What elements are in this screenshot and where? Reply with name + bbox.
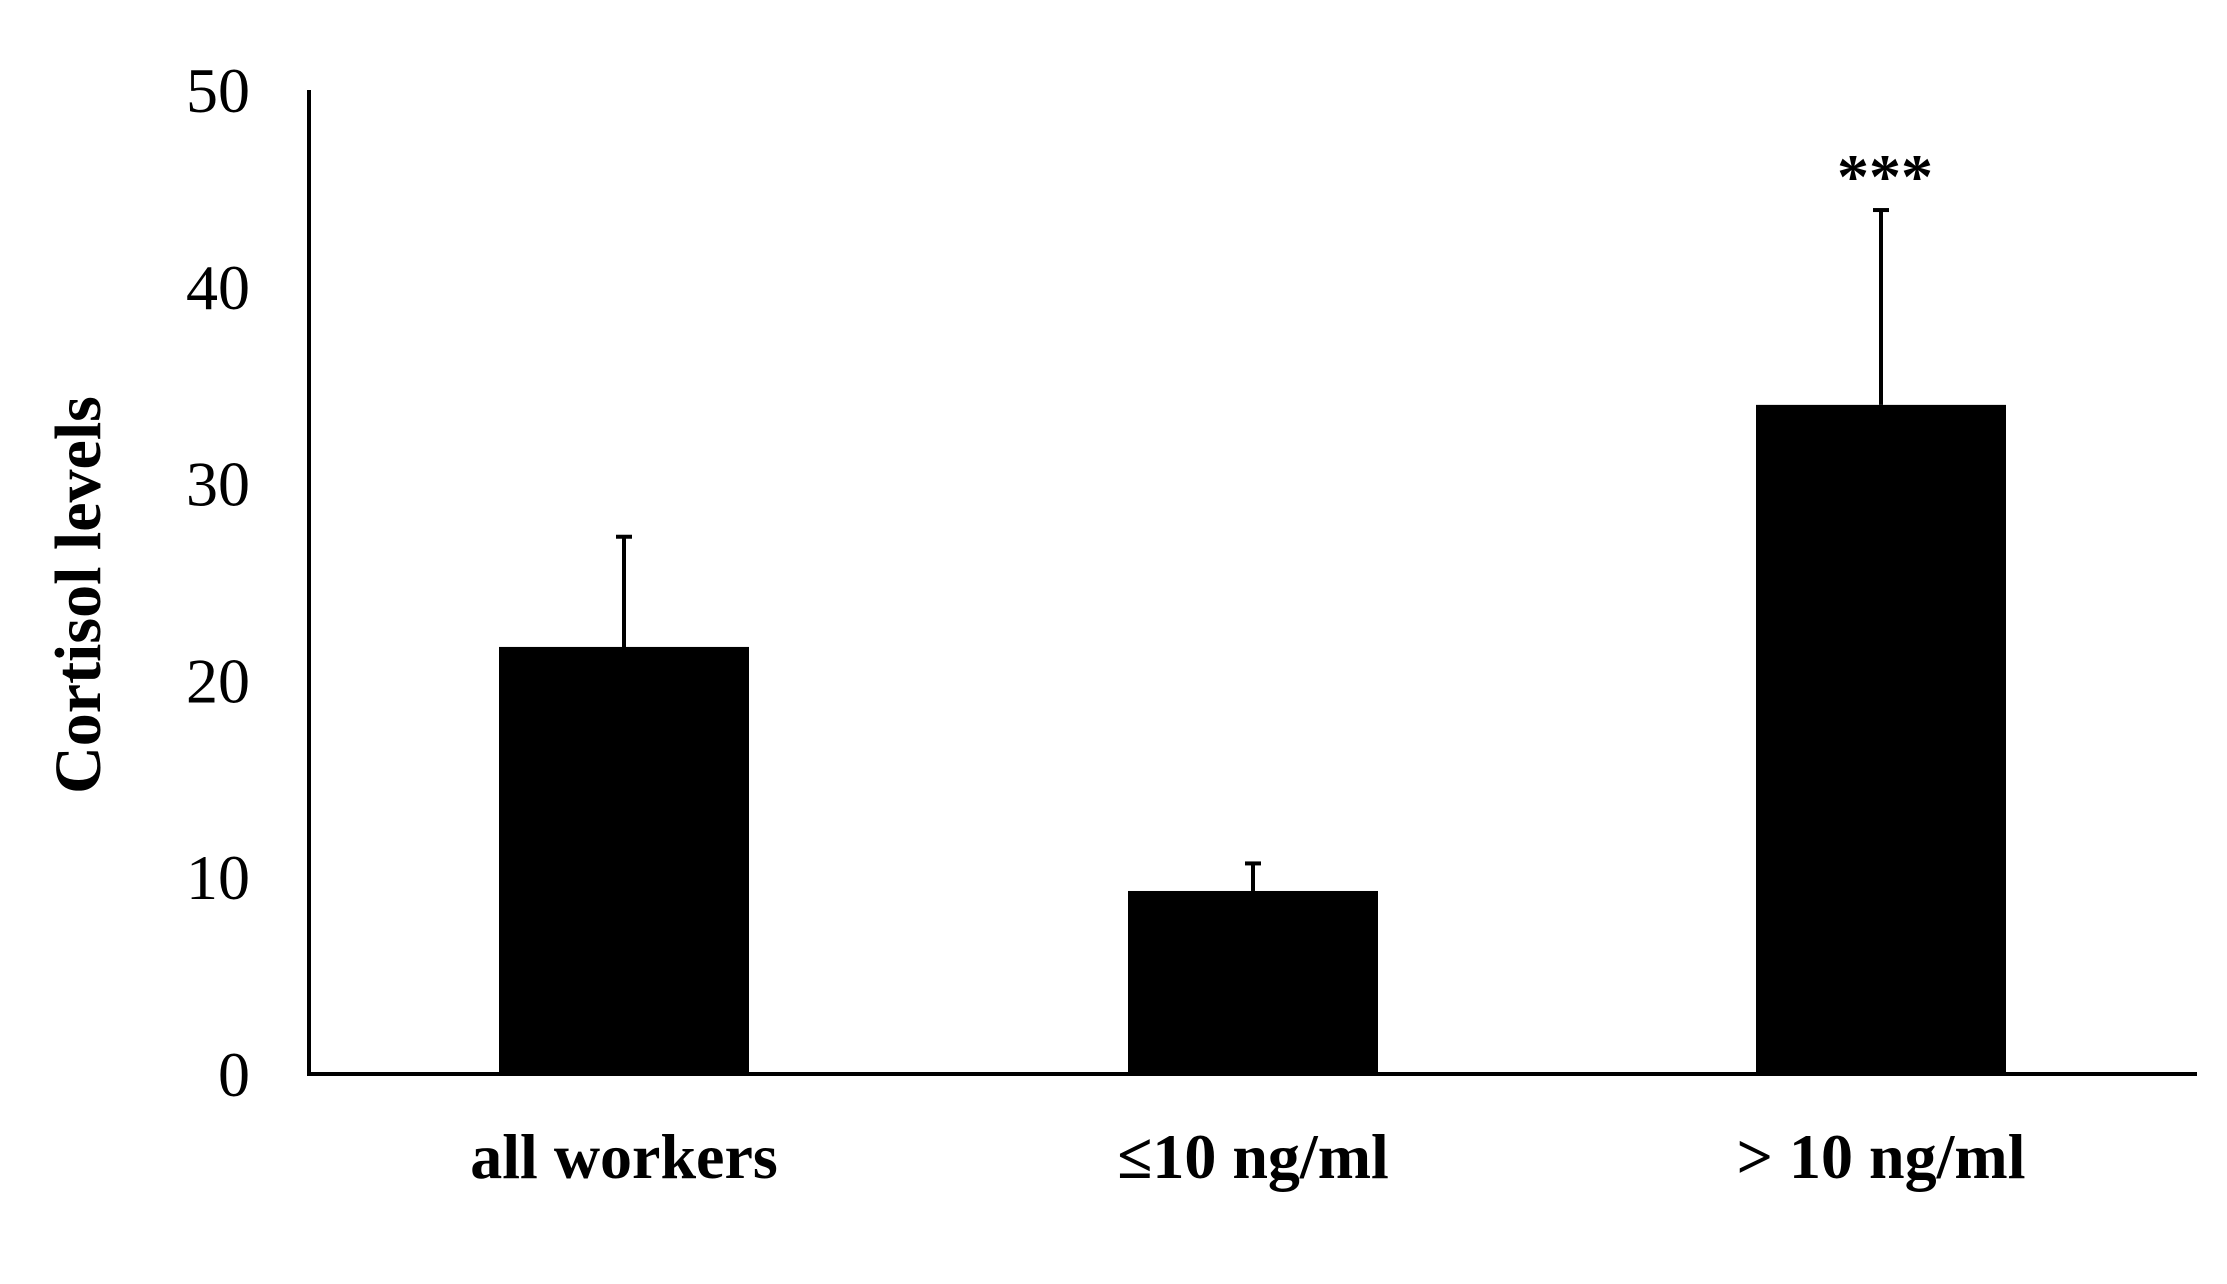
axes-group bbox=[307, 90, 2197, 1076]
x-category-labels: all workers ≤10 ng/ml > 10 ng/ml bbox=[470, 1121, 2025, 1192]
error-bar bbox=[616, 534, 632, 647]
error-bars-group bbox=[616, 208, 1889, 891]
bar bbox=[1756, 404, 2006, 1074]
x-category-label: ≤10 ng/ml bbox=[1117, 1121, 1389, 1192]
bar bbox=[1128, 890, 1378, 1074]
bar bbox=[499, 646, 749, 1074]
y-axis-title: Cortisol levels bbox=[42, 396, 115, 794]
error-bar bbox=[1245, 861, 1261, 891]
bars-group bbox=[499, 404, 2006, 1074]
x-category-label: > 10 ng/ml bbox=[1737, 1121, 2026, 1192]
x-category-label: all workers bbox=[470, 1121, 778, 1192]
significance-annotations: *** bbox=[1837, 141, 1933, 212]
y-tick-label: 40 bbox=[186, 252, 250, 323]
y-tick-labels: 0 10 20 30 40 50 bbox=[186, 55, 250, 1110]
y-tick-label: 0 bbox=[218, 1039, 250, 1110]
significance-label: *** bbox=[1837, 141, 1933, 212]
y-tick-label: 50 bbox=[186, 55, 250, 126]
error-bar bbox=[1873, 208, 1889, 405]
y-tick-label: 30 bbox=[186, 449, 250, 520]
y-tick-label: 10 bbox=[186, 842, 250, 913]
y-tick-label: 20 bbox=[186, 645, 250, 716]
